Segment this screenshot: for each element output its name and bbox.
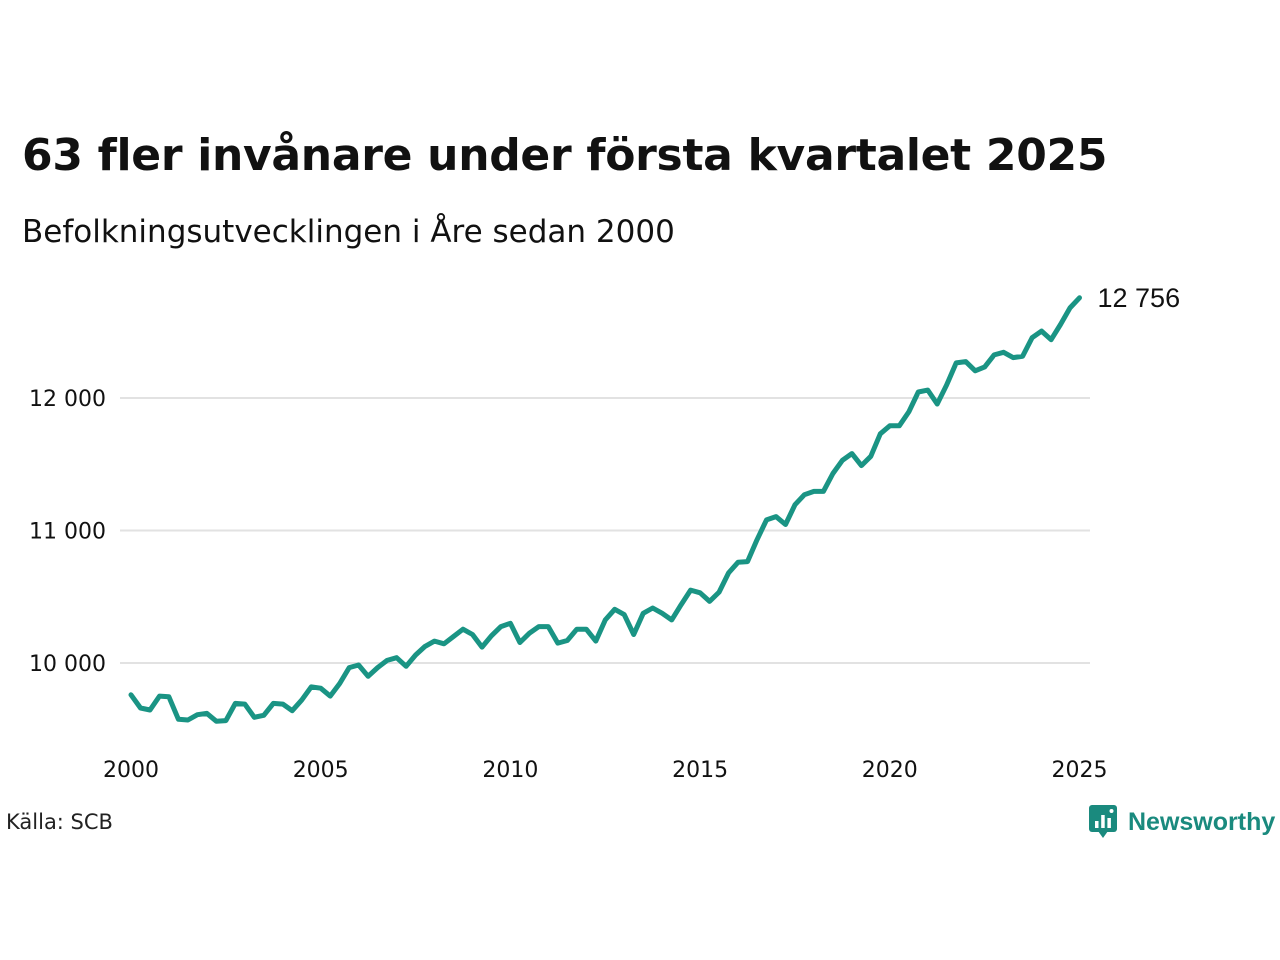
y-tick-label: 10 000	[29, 652, 106, 677]
x-axis-ticks: 2000 2005 2010 2015 2020 2025	[103, 758, 1108, 783]
y-axis-ticks: 10 000 11 000 12 000	[29, 387, 106, 677]
chart-logo-icon	[1089, 805, 1117, 838]
x-tick-label: 2000	[103, 758, 159, 783]
brand-logo: Newsworthy	[1088, 804, 1275, 840]
y-tick-label: 11 000	[29, 520, 106, 545]
gridlines	[120, 397, 1090, 664]
chart-subtitle: Befolkningsutvecklingen i Åre sedan 2000	[22, 214, 675, 250]
x-tick-label: 2015	[672, 758, 728, 783]
end-value-label: 12 756	[1098, 283, 1181, 313]
x-tick-label: 2010	[482, 758, 538, 783]
x-tick-label: 2005	[293, 758, 349, 783]
x-tick-label: 2025	[1052, 758, 1108, 783]
series-layer: 12 756	[128, 283, 1181, 724]
chart-title: 63 fler invånare under första kvartalet …	[22, 130, 1108, 181]
y-tick-label: 12 000	[29, 387, 106, 412]
brand-name: Newsworthy	[1128, 807, 1276, 836]
x-tick-label: 2020	[862, 758, 918, 783]
source-label: Källa: SCB	[6, 810, 113, 834]
population-series-line	[128, 295, 1082, 724]
